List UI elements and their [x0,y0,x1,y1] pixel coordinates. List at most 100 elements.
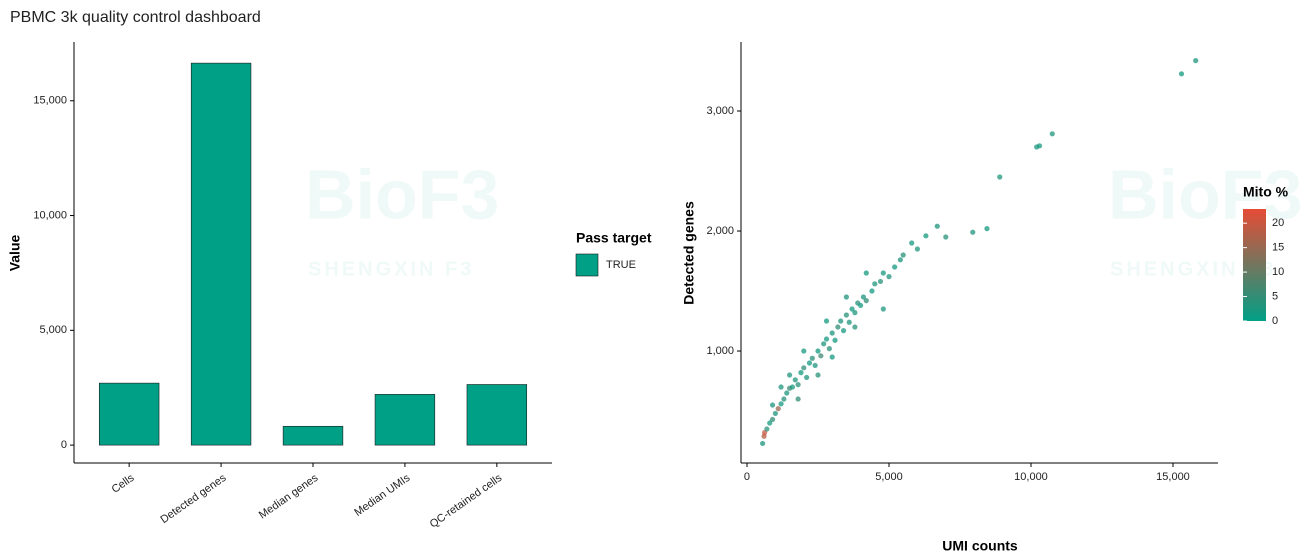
point [970,230,975,235]
point [801,365,806,370]
point [790,384,795,389]
y-tick-label: 15,000 [33,95,67,107]
x-tick-label: Cells [110,472,137,496]
point [886,274,891,279]
point [864,298,869,303]
point [815,372,820,377]
point [841,328,846,333]
x-tick-label: Median UMIs [352,472,412,519]
point [827,346,832,351]
x-tick-label: QC-retained cells [428,472,505,531]
x-tick-label: 15,000 [1156,471,1190,483]
point [776,406,781,411]
point [760,441,765,446]
point [923,233,928,238]
y-tick-label: 10,000 [33,209,67,221]
x-tick-label: Median genes [257,472,321,522]
point [798,370,803,375]
y-axis-label: Value [7,235,23,272]
y-tick-label: 5,000 [39,324,67,336]
y-tick-label: 2,000 [706,225,734,237]
point [935,224,940,229]
point [793,377,798,382]
point [1037,143,1042,148]
point [909,240,914,245]
y-tick-label: 1,000 [706,345,734,357]
point [832,338,837,343]
dashboard: PBMC 3k quality control dashboard BioF3 … [0,0,1306,557]
point [796,396,801,401]
point [881,270,886,275]
point [813,363,818,368]
point [1050,131,1055,136]
point [815,348,820,353]
point [770,417,775,422]
point [824,318,829,323]
point [824,336,829,341]
point [801,348,806,353]
legend-title: Mito % [1243,184,1289,200]
bar [283,426,343,445]
point [781,396,786,401]
point [852,310,857,315]
bar [375,394,435,445]
point [796,382,801,387]
point [821,341,826,346]
point [852,324,857,329]
point [898,257,903,262]
y-tick-label: 3,000 [706,105,734,117]
point [784,390,789,395]
point [778,384,783,389]
watermark: BioF3 [305,155,499,233]
point [881,306,886,311]
bar [467,384,527,445]
point [804,375,809,380]
point [810,356,815,361]
point [778,401,783,406]
point [847,320,852,325]
legend-key [576,254,598,276]
point [869,288,874,293]
point [892,264,897,269]
point [1193,58,1198,63]
x-tick-label: Detected genes [158,472,228,526]
colorbar-label: 5 [1272,290,1278,302]
point [997,174,1002,179]
point [943,234,948,239]
x-tick-label: 10,000 [1014,471,1048,483]
point [835,324,840,329]
x-tick-label: 0 [744,471,750,483]
bar [99,383,159,445]
point [915,246,920,251]
point [844,294,849,299]
point [830,354,835,359]
point [901,252,906,257]
point [1179,71,1184,76]
title: PBMC 3k quality control dashboard [10,9,261,26]
point [830,330,835,335]
point [807,360,812,365]
colorbar-label: 0 [1272,315,1278,327]
bar [191,63,251,445]
point [818,353,823,358]
point [878,279,883,284]
point [770,402,775,407]
point [764,426,769,431]
x-axis-label: UMI counts [942,538,1018,554]
colorbar-label: 20 [1272,217,1284,229]
point [838,318,843,323]
point [864,270,869,275]
y-axis-label: Detected genes [681,201,697,305]
page: PBMC 3k quality control dashboard BioF3 … [0,0,1306,557]
point [787,372,792,377]
y-tick-label: 0 [61,439,67,451]
point [872,281,877,286]
point [858,303,863,308]
colorbar [1243,209,1266,321]
colorbar-label: 15 [1272,242,1284,254]
legend-label: TRUE [606,259,636,271]
point [844,312,849,317]
legend-title: Pass target [576,230,652,246]
x-tick-label: 5,000 [875,471,903,483]
colorbar-label: 10 [1272,266,1284,278]
